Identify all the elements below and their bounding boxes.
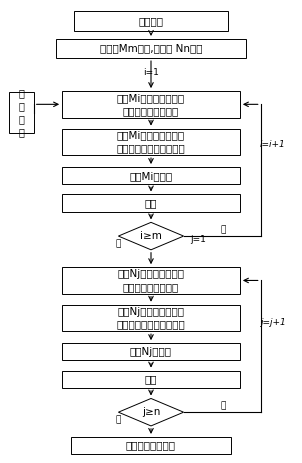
FancyBboxPatch shape — [62, 343, 240, 361]
FancyBboxPatch shape — [62, 167, 240, 184]
Text: i=i+1: i=i+1 — [260, 140, 285, 149]
Text: j=j+1: j=j+1 — [260, 319, 285, 327]
FancyBboxPatch shape — [62, 305, 240, 331]
FancyBboxPatch shape — [62, 91, 240, 118]
Text: 系梁Nj区普通模板及系
梁连接面免拆模板网安装: 系梁Nj区普通模板及系 梁连接面免拆模板网安装 — [117, 307, 185, 329]
FancyBboxPatch shape — [62, 129, 240, 155]
Text: 否: 否 — [221, 402, 226, 411]
Text: 系梁Nj区钓筋绱扎、冷
却管及测温元件安装: 系梁Nj区钓筋绱扎、冷 却管及测温元件安装 — [117, 269, 185, 292]
Polygon shape — [118, 222, 184, 250]
Text: j=1: j=1 — [191, 235, 206, 244]
Text: j≥n: j≥n — [142, 407, 160, 417]
Text: 承台分Mm个区,系梁分 Nn个区: 承台分Mm个区,系梁分 Nn个区 — [100, 44, 202, 54]
FancyBboxPatch shape — [71, 437, 231, 454]
Polygon shape — [118, 399, 184, 426]
Text: 养护: 养护 — [145, 198, 157, 208]
FancyBboxPatch shape — [8, 92, 34, 133]
Text: i≥m: i≥m — [140, 231, 162, 241]
FancyBboxPatch shape — [56, 39, 246, 58]
Text: 系梁Nj区浇筑: 系梁Nj区浇筑 — [130, 347, 172, 357]
FancyBboxPatch shape — [74, 12, 228, 31]
Text: 养护: 养护 — [145, 374, 157, 384]
FancyBboxPatch shape — [62, 267, 240, 294]
Text: 施工准备: 施工准备 — [139, 16, 163, 26]
Text: 承台Mi区浇筑: 承台Mi区浇筑 — [130, 171, 172, 181]
Text: 是: 是 — [116, 240, 121, 249]
Text: 承台Mi区普通模板及系
梁连接面免拆模板网安装: 承台Mi区普通模板及系 梁连接面免拆模板网安装 — [117, 131, 185, 153]
Text: 完成承台整体浇筑: 完成承台整体浇筑 — [126, 441, 176, 450]
FancyBboxPatch shape — [62, 370, 240, 388]
Text: 是: 是 — [116, 415, 121, 425]
Text: i=1: i=1 — [143, 68, 159, 77]
Text: 否: 否 — [221, 225, 226, 235]
FancyBboxPatch shape — [62, 194, 240, 212]
Text: 承台Mi区钓筋绱扎、冷
却管及测温元件安装: 承台Mi区钓筋绱扎、冷 却管及测温元件安装 — [117, 93, 185, 116]
Text: 体
系
转
换: 体 系 转 换 — [18, 88, 24, 137]
